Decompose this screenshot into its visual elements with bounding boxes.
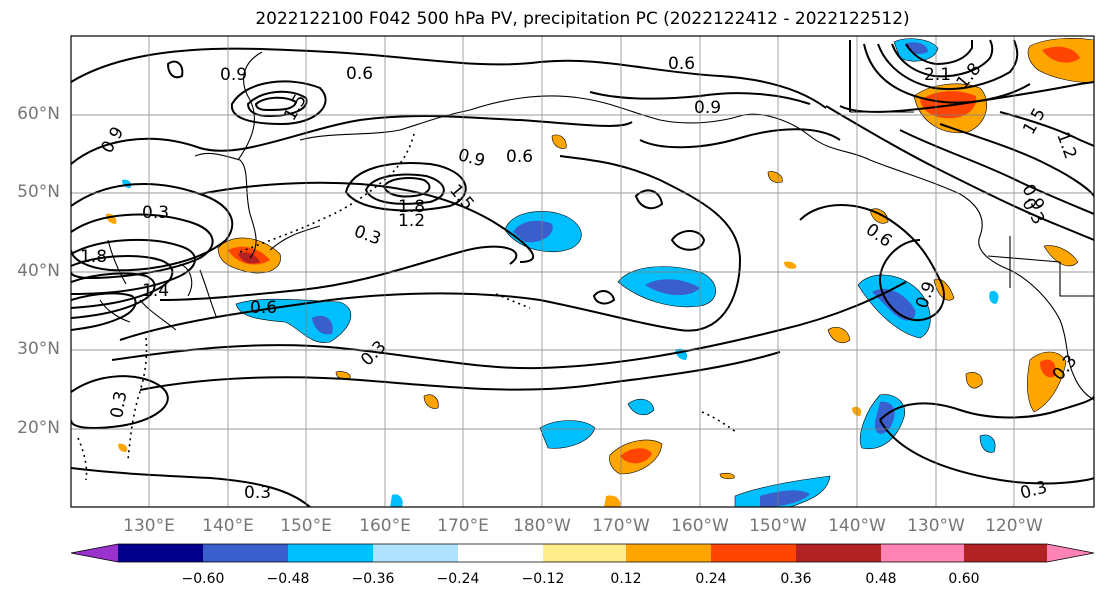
latitude-label: 50°N (17, 182, 60, 202)
colorbar-segment (796, 544, 881, 562)
colorbar-tick-label: −0.24 (436, 571, 480, 587)
colorbar-tick-label: 0.12 (610, 571, 642, 587)
longitude-label: 140°W (828, 516, 886, 536)
longitude-label: 140°E (202, 516, 254, 536)
colorbar-tick-label: 0.36 (780, 571, 812, 587)
contour-label: 0.9 (220, 65, 247, 85)
colorbar-segment (626, 544, 711, 562)
contour-label: 1.8 (80, 247, 107, 267)
contour-label: 2.1 (924, 65, 951, 85)
contour-label: 0.9 (694, 98, 721, 118)
precipitation-fill-layer (106, 38, 1094, 507)
colorbar-segment (373, 544, 458, 562)
longitude-label: 160°W (671, 516, 729, 536)
colorbar-tick-label: 0.48 (865, 571, 897, 587)
latitude-label: 40°N (17, 261, 60, 281)
colorbar-segment (118, 544, 203, 562)
colorbar-extend-low (71, 544, 118, 562)
longitude-label: 180°W (513, 516, 571, 536)
contour-label: 0.6 (346, 64, 373, 84)
latitude-label: 20°N (17, 418, 60, 438)
contour-label: 0.6 (506, 147, 533, 167)
contour-label: 0.6 (668, 54, 695, 74)
colorbar-segment (458, 544, 543, 562)
longitude-label: 130°W (907, 516, 965, 536)
island-chains (77, 133, 737, 481)
contour-label: 1.8 (398, 197, 425, 217)
longitude-label: 150°W (749, 516, 807, 536)
longitude-label: 130°E (123, 516, 175, 536)
longitude-label: 170°W (592, 516, 650, 536)
contour-label: 1.4 (142, 281, 169, 301)
colorbar-tick-label: −0.36 (351, 571, 395, 587)
colorbar-segment (543, 544, 626, 562)
colorbar-tick-label: −0.12 (521, 571, 565, 587)
colorbar-segment (288, 544, 373, 562)
longitude-label: 160°E (359, 516, 411, 536)
colorbar-tick-label: −0.60 (181, 571, 225, 587)
colorbar-tick-label: 0.60 (948, 571, 980, 587)
colorbar-segment (711, 544, 796, 562)
coastline-layer (99, 51, 1094, 401)
pv-contour-layer (71, 39, 1094, 507)
colorbar-tick-label: −0.48 (266, 571, 310, 587)
contour-label: 0.3 (244, 483, 271, 503)
colorbar (70, 543, 1095, 563)
colorbar-segment (881, 544, 964, 562)
colorbar-segment (203, 544, 288, 562)
colorbar-extend-high (1047, 544, 1094, 562)
longitude-label: 120°W (985, 516, 1043, 536)
map-title: 2022122100 F042 500 hPa PV, precipitatio… (255, 9, 910, 29)
graticule (71, 36, 1094, 507)
colorbar-segment (964, 544, 1047, 562)
contour-label: 0.6 (250, 298, 277, 318)
contour-label: 1.2 (398, 211, 425, 231)
plot-frame (70, 35, 1095, 508)
contour-label: 0.3 (142, 203, 169, 223)
contour-label: 0.3 (107, 390, 131, 420)
longitude-label: 170°E (437, 516, 489, 536)
longitude-label: 150°E (280, 516, 332, 536)
colorbar-tick-label: 0.24 (695, 571, 727, 587)
latitude-label: 60°N (17, 104, 60, 124)
latitude-label: 30°N (17, 339, 60, 359)
